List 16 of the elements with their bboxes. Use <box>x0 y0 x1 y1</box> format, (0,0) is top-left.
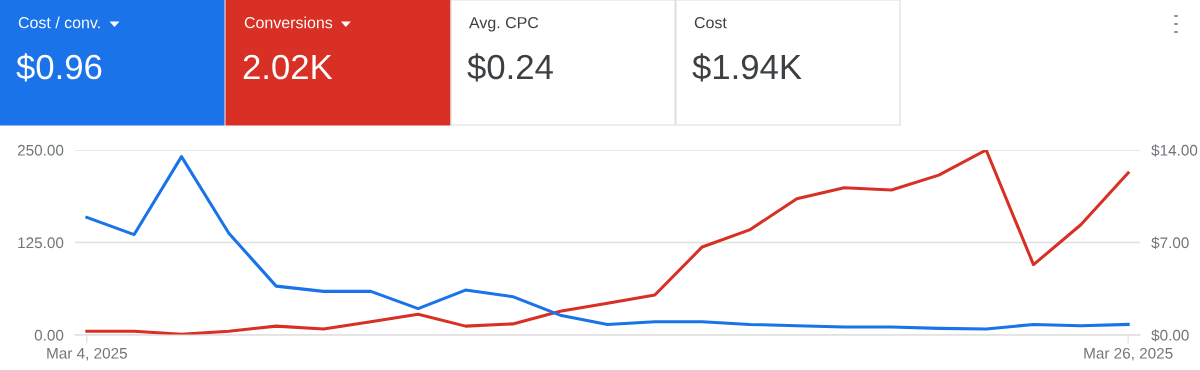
y-tick-label: 125.00 <box>18 237 64 249</box>
text: $1.94K <box>692 53 802 82</box>
y-tick-label: 250.00 <box>17 144 64 156</box>
y-tick-label: 0.00 <box>34 329 64 341</box>
y2-tick-label: $7.00 <box>1151 236 1189 250</box>
category-label: Conversions <box>244 16 333 29</box>
x-tick-label: Mar 26, 2025 <box>1084 347 1173 361</box>
y2-tick-label: $14.00 <box>1151 144 1198 157</box>
category-label: Cost <box>694 16 727 29</box>
x-tick-label: Mar 4, 2025 <box>47 347 127 361</box>
text: 2.02K <box>243 54 333 80</box>
text: $0.24 <box>467 53 553 82</box>
text: $0.96 <box>16 53 102 82</box>
y2-tick-label: $0.00 <box>1151 329 1189 342</box>
category-label: Cost / conv. <box>18 16 100 29</box>
category-label: Avg. CPC <box>469 16 539 32</box>
